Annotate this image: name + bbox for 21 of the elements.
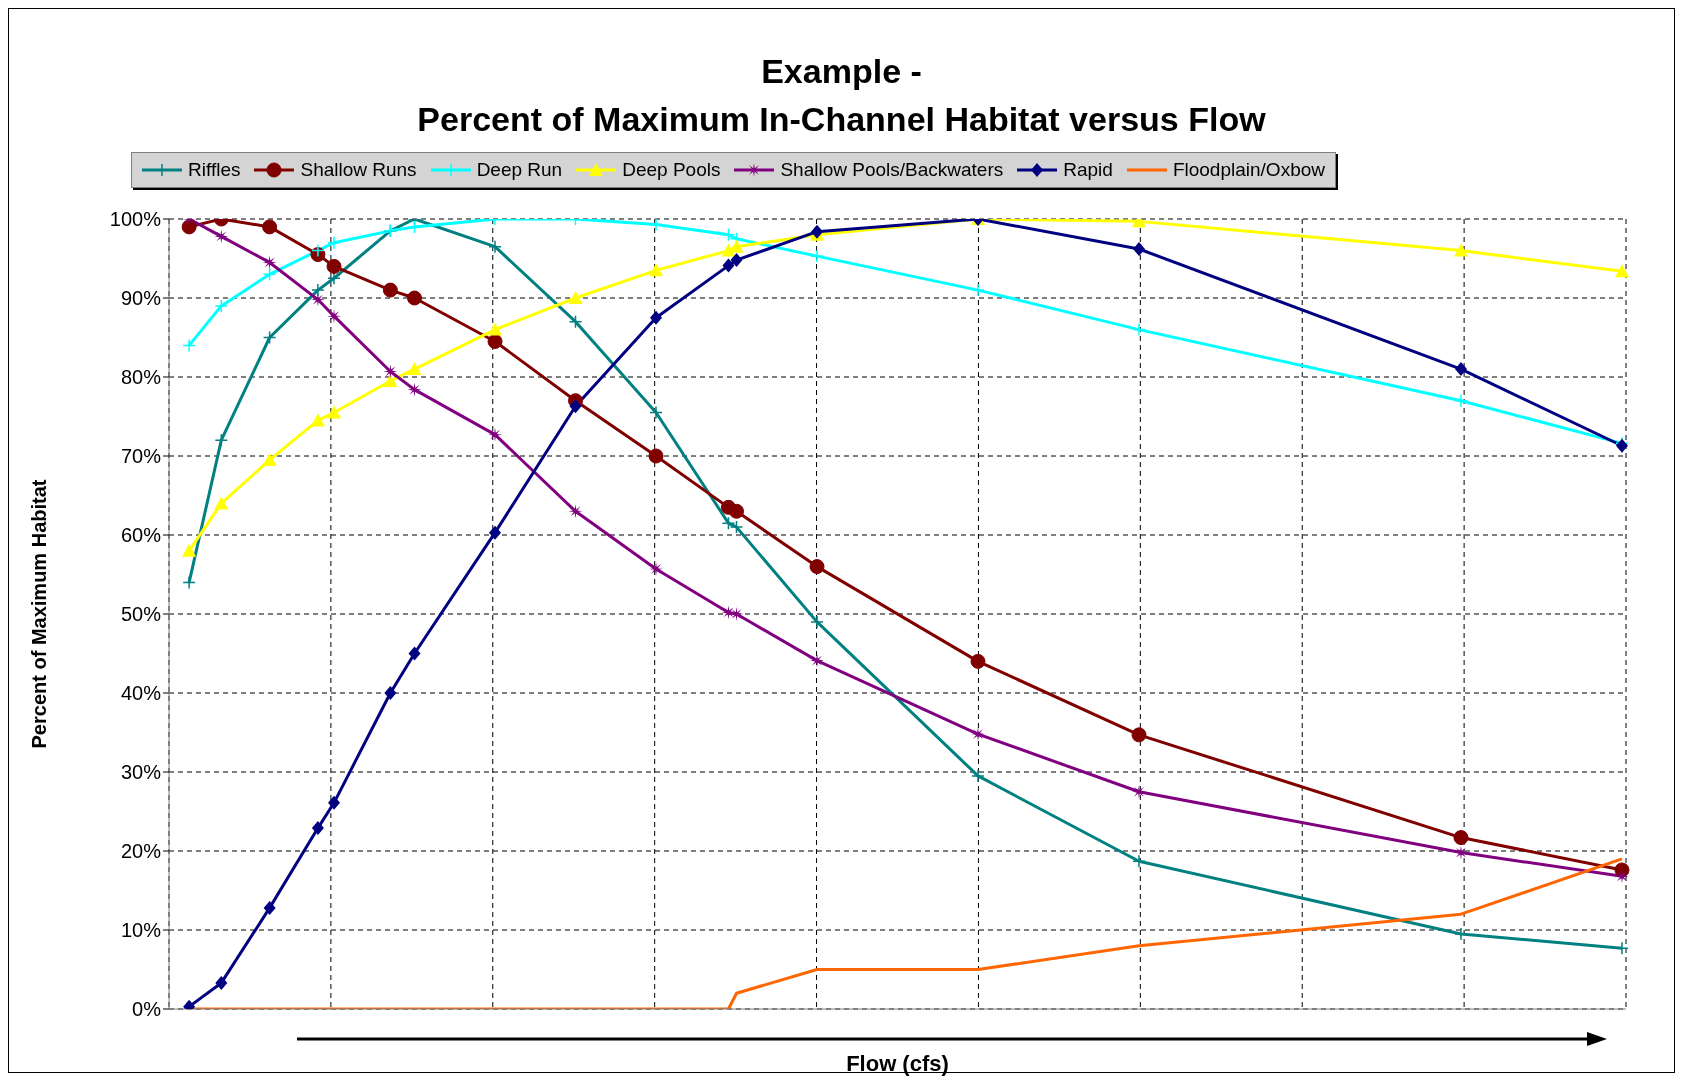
y-tick-label: 10% (120, 919, 162, 942)
legend-label: Shallow Pools/Backwaters (780, 159, 1004, 181)
chart-title: Example - Percent of Maximum In-Channel Habitat versus Flow (416, 51, 1267, 140)
y-tick-label: 30% (120, 761, 162, 784)
legend-label: Deep Pools (622, 159, 721, 181)
y-tick-label: 70% (120, 445, 162, 468)
y-tick-label: 0% (132, 998, 162, 1021)
y-axis-title: Percent of Maximum Habitat (28, 479, 51, 749)
legend-label: Riffles (188, 159, 241, 181)
y-tick-label: 50% (120, 603, 162, 626)
y-tick-label: 40% (120, 682, 162, 705)
legend-label: Floodplain/Oxbow (1172, 159, 1325, 181)
y-tick-label: 80% (120, 366, 162, 389)
x-axis-title: Flow (cfs) (845, 1051, 950, 1077)
y-tick-label: 60% (120, 524, 162, 547)
y-tick-label: 90% (120, 287, 162, 310)
legend-label: Deep Run (476, 159, 563, 181)
y-tick-label: 100% (109, 208, 162, 231)
legend-label: Shallow Runs (300, 159, 417, 181)
legend-label: Rapid (1063, 159, 1113, 181)
y-tick-label: 20% (120, 840, 162, 863)
